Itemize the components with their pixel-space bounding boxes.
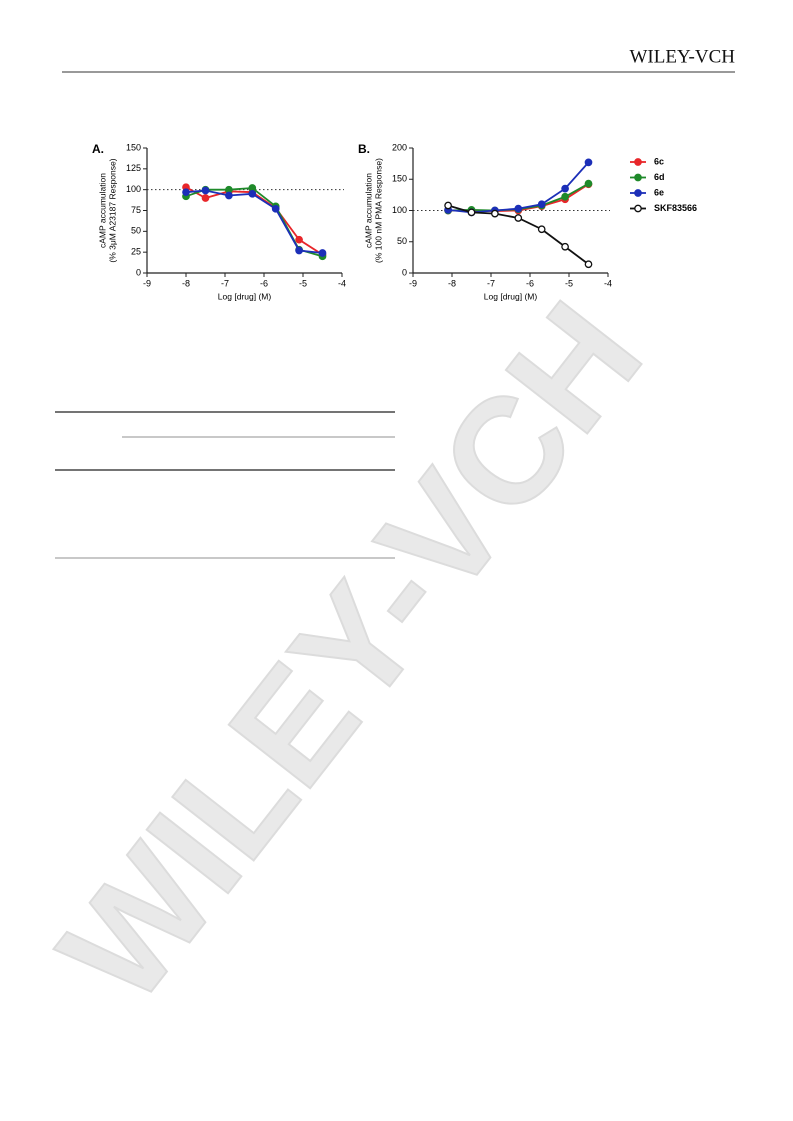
watermark: WILEY-VCH (28, 272, 673, 1032)
legend-label: 6c (654, 156, 664, 166)
data-point (584, 158, 593, 167)
data-point (584, 179, 593, 188)
legend-marker (634, 158, 642, 166)
panel-label: A. (92, 142, 104, 156)
data-point (537, 225, 546, 234)
data-point (444, 201, 452, 210)
data-point (584, 260, 593, 269)
x-tick-label: -7 (487, 278, 495, 288)
y-axis-label: cAMP accumulation (363, 173, 373, 248)
legend-marker (634, 204, 642, 213)
publisher: WILEY-VCH (629, 46, 735, 67)
data-point (318, 249, 327, 257)
x-tick-label: -4 (338, 278, 346, 288)
legend-label: SKF83566 (654, 203, 697, 213)
y-tick-label: 0 (402, 267, 407, 277)
y-tick-label: 125 (126, 163, 141, 173)
data-point (514, 204, 523, 213)
legend-marker (634, 173, 642, 182)
data-point (295, 246, 303, 255)
x-axis-label: Log [drug] (M) (484, 291, 538, 301)
data-point (295, 235, 303, 244)
data-point (201, 186, 210, 195)
y-tick-label: 75 (131, 205, 141, 215)
data-point (491, 209, 499, 218)
legend-marker (634, 189, 642, 197)
y-tick-label: 150 (392, 174, 407, 184)
x-tick-label: -4 (604, 278, 612, 288)
x-tick-label: -9 (143, 278, 151, 288)
y-tick-label: 100 (392, 205, 407, 215)
data-point (248, 189, 257, 198)
y-tick-label: 50 (131, 226, 141, 236)
y-tick-label: 0 (136, 267, 141, 277)
legend-label: 6d (654, 172, 665, 182)
data-point (271, 204, 280, 213)
y-axis-label: (% 3μM A23187 Response) (107, 158, 117, 262)
x-tick-label: -6 (526, 278, 534, 288)
empty-table (55, 411, 395, 559)
data-point (537, 200, 546, 209)
panel-label: B. (358, 142, 370, 156)
data-point (201, 194, 210, 202)
x-tick-label: -9 (409, 278, 417, 288)
data-point (561, 242, 569, 251)
x-tick-label: -8 (448, 278, 456, 288)
data-point (182, 188, 190, 197)
x-tick-label: -5 (299, 278, 307, 288)
data-point (467, 208, 476, 217)
x-tick-label: -7 (221, 278, 229, 288)
y-tick-label: 25 (131, 247, 141, 257)
y-tick-label: 50 (397, 236, 407, 246)
y-axis-label: cAMP accumulation (97, 173, 107, 248)
data-point (514, 214, 523, 222)
y-tick-label: 150 (126, 142, 141, 152)
x-axis-label: Log [drug] (M) (218, 291, 272, 301)
data-point (561, 184, 569, 193)
x-tick-label: -6 (260, 278, 268, 288)
legend-label: 6e (654, 187, 664, 197)
y-tick-label: 100 (126, 184, 141, 194)
x-tick-label: -5 (565, 278, 573, 288)
y-tick-label: 200 (392, 142, 407, 152)
data-point (225, 191, 233, 200)
x-tick-label: -8 (182, 278, 190, 288)
data-point (561, 192, 569, 201)
y-axis-label: (% 100 nM PMA Response) (373, 158, 383, 263)
